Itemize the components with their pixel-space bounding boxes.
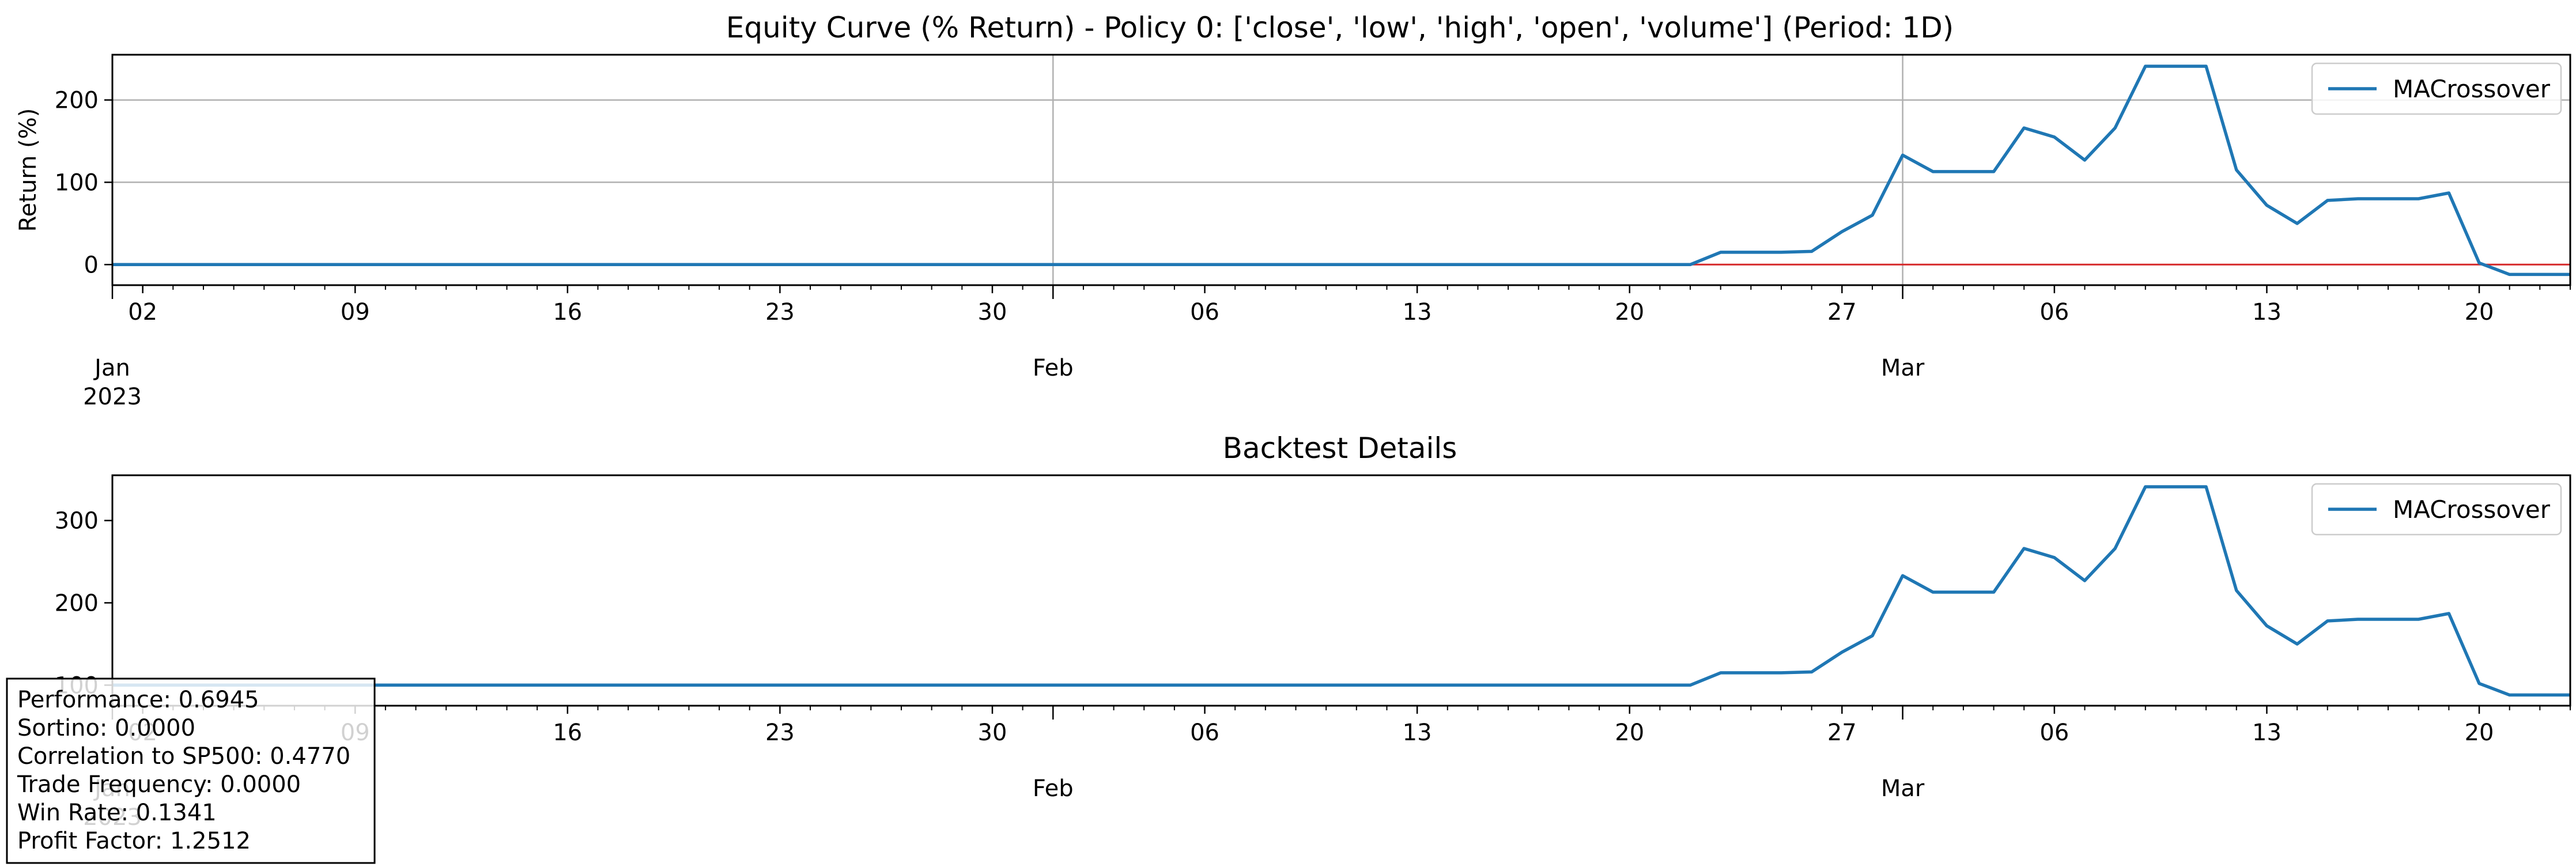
x-tick-label: 13	[1403, 720, 1432, 746]
x-tick-label: 16	[553, 299, 582, 325]
x-tick-label: 20	[1615, 720, 1644, 746]
x-tick-label: 20	[2465, 720, 2494, 746]
stat-win-rate: Win Rate: 0.1341	[17, 800, 217, 826]
equity-y-axis: 0 100 200	[55, 88, 112, 278]
x-tick-label: 27	[1827, 299, 1857, 325]
stats-box-frame	[6, 677, 376, 864]
y-tick-label: 100	[55, 169, 99, 196]
x-month-label: Feb	[1033, 775, 1074, 802]
backtest-y-axis: 100200300	[55, 508, 112, 699]
stat-performance: Performance: 0.6945	[17, 687, 259, 713]
stat-sortino: Sortino: 0.0000	[17, 715, 195, 741]
equity-legend: MACrossover	[2311, 62, 2562, 115]
x-month-label: Mar	[1881, 775, 1925, 802]
x-month-label: Jan	[93, 355, 130, 381]
x-tick-label: 23	[765, 299, 795, 325]
x-tick-label: 27	[1827, 720, 1857, 746]
x-tick-label: 23	[765, 720, 795, 746]
series-line-macrossover	[112, 65, 2570, 277]
backtest-series	[112, 485, 2570, 697]
y-tick-label: 200	[55, 590, 99, 616]
equity-chart-title: Equity Curve (% Return) - Policy 0: ['cl…	[726, 11, 1954, 44]
equity-curve-panel: Equity Curve (% Return) - Policy 0: ['cl…	[15, 11, 2571, 410]
x-tick-label: 30	[978, 720, 1007, 746]
x-month-label: Feb	[1033, 355, 1074, 381]
equity-y-axis-label: Return (%)	[15, 108, 41, 232]
x-tick-label: 06	[2039, 720, 2069, 746]
backtest-details-panel: Backtest Details 02091623300613202706132…	[55, 431, 2571, 831]
x-tick-label: 20	[2465, 299, 2494, 325]
y-tick-label: 200	[55, 88, 99, 114]
stats-box: Performance: 0.6945 Sortino: 0.0000 Corr…	[6, 677, 376, 864]
stat-correlation: Correlation to SP500: 0.4770	[17, 743, 350, 770]
legend-label: MACrossover	[2393, 75, 2551, 103]
legend-frame	[2311, 62, 2562, 115]
stat-trade-frequency: Trade Frequency: 0.0000	[17, 771, 301, 798]
x-tick-label: 06	[1190, 720, 1219, 746]
series-line-macrossover	[112, 485, 2570, 697]
backtest-chart-title: Backtest Details	[1223, 431, 1457, 465]
stat-profit-factor: Profit Factor: 1.2512	[17, 828, 251, 854]
legend-frame	[2311, 483, 2562, 536]
x-month-label: 2023	[83, 384, 142, 410]
y-tick-label: 300	[55, 508, 99, 535]
y-tick-label: 0	[84, 252, 99, 278]
x-month-label: Mar	[1881, 355, 1925, 381]
equity-series	[112, 65, 2570, 277]
equity-x-axis: 02 09 16 23 30 06 13 20 27 06 13 20 Jan 2023 Feb Mar	[83, 285, 2571, 410]
x-tick-label: 13	[2252, 299, 2282, 325]
x-tick-label: 30	[978, 299, 1007, 325]
equity-grid	[111, 55, 2570, 285]
x-tick-label: 13	[2252, 720, 2282, 746]
x-tick-label: 13	[1403, 299, 1432, 325]
backtest-plot-frame	[111, 474, 2571, 707]
x-tick-label: 09	[341, 299, 370, 325]
x-tick-label: 06	[2039, 299, 2069, 325]
x-tick-label: 16	[553, 720, 582, 746]
equity-plot-frame	[111, 54, 2571, 286]
x-tick-label: 20	[1615, 299, 1644, 325]
x-tick-label: 06	[1190, 299, 1219, 325]
legend-label: MACrossover	[2393, 495, 2551, 524]
x-tick-label: 02	[128, 299, 157, 325]
backtest-legend: MACrossover	[2311, 483, 2562, 536]
